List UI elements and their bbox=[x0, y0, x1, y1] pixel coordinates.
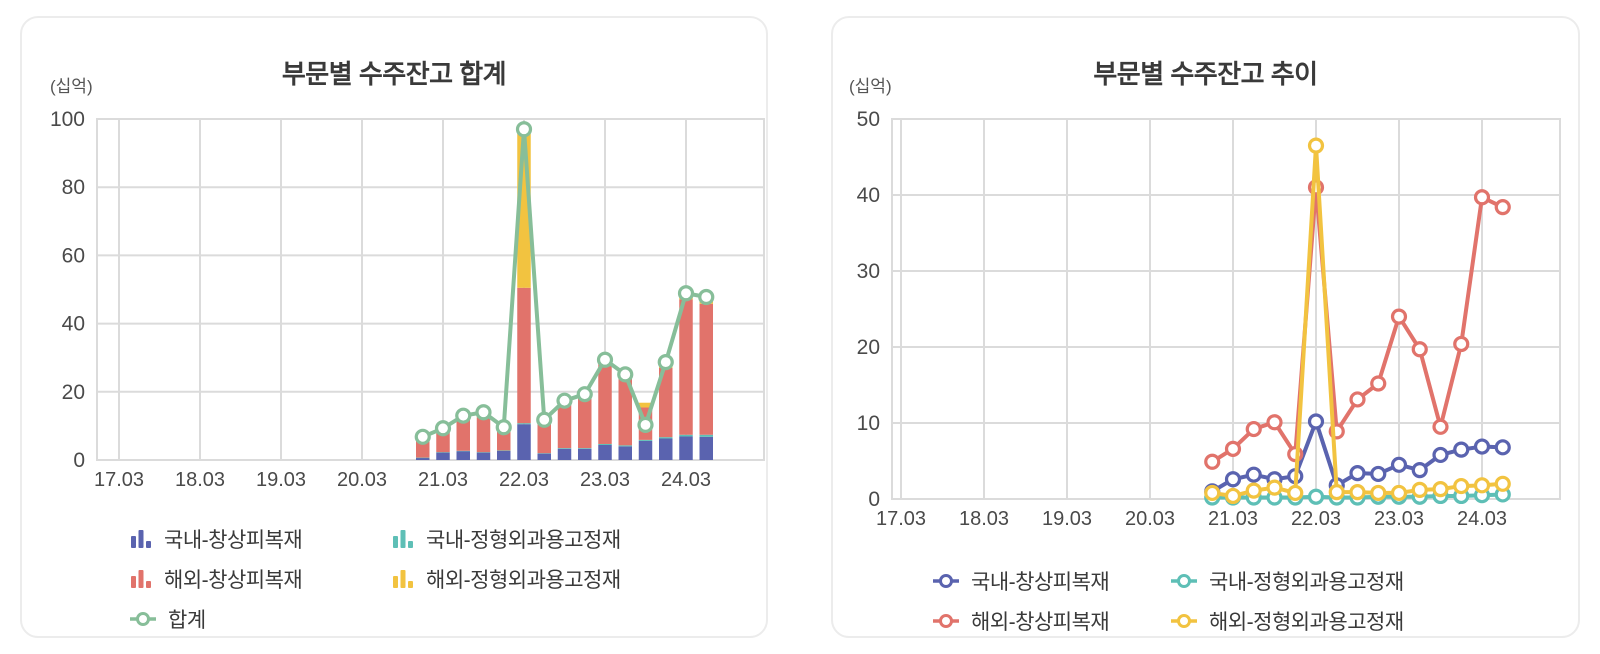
svg-text:18.03: 18.03 bbox=[175, 469, 225, 491]
legend-item[interactable]: 해외-정형외과용고정재 bbox=[392, 560, 621, 598]
svg-text:0: 0 bbox=[73, 449, 85, 472]
legend-item[interactable]: 국내-정형외과용고정재 bbox=[1171, 562, 1404, 600]
line-swatch-icon bbox=[1171, 614, 1197, 628]
svg-text:18.03: 18.03 bbox=[959, 508, 1009, 530]
legend-item[interactable]: 해외-창상피복재 bbox=[130, 560, 392, 598]
svg-text:20: 20 bbox=[857, 336, 880, 359]
line-swatch bbox=[1171, 612, 1197, 630]
legend-label: 국내-정형외과용고정재 bbox=[1209, 571, 1404, 594]
bar-swatch bbox=[130, 528, 152, 550]
line-swatch-icon bbox=[933, 574, 959, 588]
legend-label: 합계 bbox=[168, 609, 206, 632]
line-swatch bbox=[1171, 572, 1197, 590]
line-swatch-icon bbox=[130, 612, 156, 626]
line-swatch bbox=[130, 610, 156, 628]
line-swatch bbox=[933, 612, 959, 630]
line-series bbox=[414, 121, 715, 445]
bar-swatch bbox=[392, 528, 414, 550]
legend-label: 해외-창상피복재 bbox=[164, 569, 303, 592]
left-chart-title: 부문별 수주잔고 합계 bbox=[281, 59, 507, 89]
left-chart-plot: 0 20 40 60 80 100 17.03 18.03 19.03 20.03 21.03 22.… bbox=[50, 108, 765, 491]
svg-text:23.03: 23.03 bbox=[1374, 508, 1424, 530]
svg-text:21.03: 21.03 bbox=[1208, 508, 1258, 530]
bar-swatch bbox=[130, 568, 152, 590]
svg-text:24.03: 24.03 bbox=[661, 469, 711, 491]
svg-text:60: 60 bbox=[62, 244, 85, 267]
svg-text:20: 20 bbox=[62, 381, 85, 404]
svg-text:40: 40 bbox=[857, 184, 880, 207]
line-swatch-icon bbox=[933, 614, 959, 628]
y-axis-tick-labels: 0 10 20 30 40 50 bbox=[857, 108, 880, 511]
bar-swatch bbox=[392, 568, 414, 590]
grid-lines bbox=[891, 118, 1561, 500]
svg-text:20.03: 20.03 bbox=[1125, 508, 1175, 530]
line-swatch bbox=[933, 572, 959, 590]
svg-text:40: 40 bbox=[62, 313, 85, 336]
svg-text:17.03: 17.03 bbox=[876, 508, 926, 530]
legend-label: 국내-창상피복재 bbox=[164, 529, 303, 552]
svg-text:0: 0 bbox=[868, 488, 880, 511]
legend-label: 해외-창상피복재 bbox=[971, 611, 1110, 634]
line-series bbox=[1204, 179, 1511, 470]
line-swatch-icon bbox=[1171, 574, 1197, 588]
svg-text:50: 50 bbox=[857, 108, 880, 131]
x-axis-tick-labels: 17.03 18.03 19.03 20.03 21.03 22.03 23.03 24.03 bbox=[876, 508, 1507, 530]
svg-text:10: 10 bbox=[857, 412, 880, 435]
legend-item[interactable]: 해외-정형외과용고정재 bbox=[1171, 602, 1404, 636]
legend-item[interactable]: 해외-창상피복재 bbox=[933, 602, 1171, 636]
x-axis-tick-labels: 17.03 18.03 19.03 20.03 21.03 22.03 23.03 24.03 bbox=[94, 469, 711, 491]
bar-series bbox=[416, 287, 713, 458]
y-axis-tick-labels: 0 20 40 60 80 100 bbox=[50, 108, 85, 472]
legend-label: 국내-창상피복재 bbox=[971, 571, 1110, 594]
bar-swatch-icon bbox=[131, 570, 151, 588]
left-chart-unit-label: (십억) bbox=[50, 77, 93, 96]
legend-item[interactable]: 합계 bbox=[130, 600, 392, 636]
right-chart-plot: 0 10 20 30 40 50 17.03 18.03 19.03 20.03 21.03 22.0… bbox=[857, 108, 1561, 530]
svg-text:23.03: 23.03 bbox=[580, 469, 630, 491]
bar-swatch-icon bbox=[393, 570, 413, 588]
svg-text:100: 100 bbox=[50, 108, 85, 131]
legend-label: 해외-정형외과용고정재 bbox=[426, 569, 621, 592]
backlog-total-chart-card: 부문별 수주잔고 합계 (십억) 0 20 40 60 80 100 17.03 18.03 1… bbox=[20, 16, 768, 638]
svg-text:21.03: 21.03 bbox=[418, 469, 468, 491]
svg-text:24.03: 24.03 bbox=[1457, 508, 1507, 530]
backlog-trend-chart-card: 부문별 수주잔고 추이 (십억) 0 10 20 30 40 50 17.03 18.03 19… bbox=[831, 16, 1580, 638]
legend-label: 해외-정형외과용고정재 bbox=[1209, 611, 1404, 634]
legend-item[interactable]: 국내-창상피복재 bbox=[933, 562, 1171, 600]
svg-text:22.03: 22.03 bbox=[499, 469, 549, 491]
svg-text:80: 80 bbox=[62, 176, 85, 199]
right-chart-title: 부문별 수주잔고 추이 bbox=[1093, 59, 1318, 89]
svg-text:17.03: 17.03 bbox=[94, 469, 144, 491]
right-chart-unit-label: (십억) bbox=[849, 77, 892, 96]
line-series bbox=[1204, 137, 1511, 505]
svg-text:19.03: 19.03 bbox=[1042, 508, 1092, 530]
legend-item[interactable]: 국내-정형외과용고정재 bbox=[392, 520, 621, 558]
svg-text:20.03: 20.03 bbox=[337, 469, 387, 491]
bar-series bbox=[416, 424, 713, 460]
legend-label: 국내-정형외과용고정재 bbox=[426, 529, 621, 552]
svg-text:19.03: 19.03 bbox=[256, 469, 306, 491]
bar-swatch-icon bbox=[393, 530, 413, 548]
bar-swatch-icon bbox=[131, 530, 151, 548]
bar-series bbox=[416, 423, 713, 459]
svg-text:22.03: 22.03 bbox=[1291, 508, 1341, 530]
svg-text:30: 30 bbox=[857, 260, 880, 283]
legend-item[interactable]: 국내-창상피복재 bbox=[130, 520, 392, 558]
